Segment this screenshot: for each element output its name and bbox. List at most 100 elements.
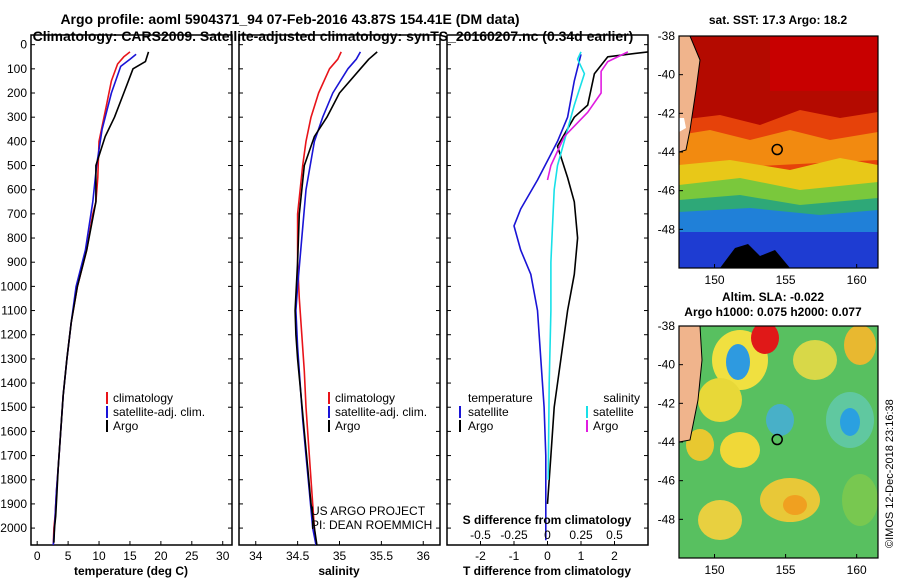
difference-panel (446, 34, 649, 546)
x-tick-label-top: -0.25 (500, 528, 528, 542)
map-y-tick-label: -48 (658, 512, 676, 526)
depth-tick-label: 700 (7, 207, 27, 221)
x-tick-label: 2 (611, 549, 618, 563)
difference-series (513, 51, 648, 541)
map-y-tick-label: -40 (658, 358, 676, 372)
map-y-tick-label: -44 (658, 145, 676, 159)
salinity-x-label: salinity (318, 564, 360, 578)
sst-heatmap (679, 36, 878, 268)
salinity-series (294, 51, 378, 545)
x-tick-label: -2 (475, 549, 486, 563)
x-tick-label: 5 (65, 549, 72, 563)
map-x-tick-label: 155 (776, 563, 796, 577)
sla-map-ticks: 150 155 160 -38 -40 -42 -44 -46 -48 (658, 319, 867, 577)
depth-tick-label: 1600 (0, 424, 27, 438)
salinity-legend: climatology satellite-adj. clim. Argo (328, 391, 427, 433)
sst-map-title: sat. SST: 17.3 Argo: 18.2 (709, 13, 848, 27)
x-tick-label: 35.5 (370, 549, 394, 563)
temperature-legend: climatology satellite-adj. clim. Argo (106, 391, 205, 433)
series-line-argo_salinity (546, 51, 629, 181)
series-line-sat_salinity (547, 51, 586, 480)
temperature-panel (30, 34, 233, 546)
legend-label: satellite-adj. clim. (335, 405, 427, 419)
depth-tick-label: 1700 (0, 449, 27, 463)
map-y-tick-label: -42 (658, 106, 676, 120)
difference-legend: temperature satellite Argo salinity sate… (459, 391, 640, 433)
salinity-panel (238, 34, 441, 546)
series-line-argo (53, 51, 150, 543)
x-tick-label: 34 (249, 549, 263, 563)
depth-tick-label: 0 (20, 38, 27, 52)
sst-map-ticks: 150 155 160 -38 -40 -42 -44 -46 -48 (658, 29, 867, 287)
depth-tick-label: 1100 (1, 304, 27, 318)
depth-tick-label: 1200 (0, 328, 27, 342)
x-tick-label: 1 (578, 549, 585, 563)
series-line-argo (546, 51, 648, 504)
map-y-tick-label: -44 (658, 435, 676, 449)
map-x-tick-label: 150 (705, 563, 725, 577)
depth-tick-label: 500 (7, 159, 27, 173)
sla-heatmap (679, 326, 878, 558)
x-tick-label: 10 (92, 549, 106, 563)
legend-label: satellite (468, 405, 509, 419)
argo-position-marker (771, 433, 783, 446)
depth-tick-label: 400 (7, 134, 27, 148)
legend-label: Argo (113, 419, 139, 433)
map-y-tick-label: -42 (658, 396, 676, 410)
depth-tick-label: 1800 (0, 473, 27, 487)
sla-map-subtitle: Argo h1000: 0.075 h2000: 0.077 (684, 305, 862, 319)
x-tick-label-top: 0.5 (606, 528, 623, 542)
legend-label: Argo (335, 419, 361, 433)
x-tick-label: 30 (216, 549, 230, 563)
series-line-satellite (513, 54, 582, 541)
x-tick-label: 0 (34, 549, 41, 563)
map-y-tick-label: -48 (658, 222, 676, 236)
depth-tick-label: 800 (7, 231, 27, 245)
x-tick-label-top: -0.5 (470, 528, 491, 542)
x-tick-label: 34.5 (286, 549, 310, 563)
salinity-difference-x-ticks: -0.5 -0.25 0 0.25 0.5 (470, 528, 623, 542)
depth-tick-label: 1900 (0, 497, 27, 511)
x-tick-label: 25 (185, 549, 199, 563)
legend-title-salinity: salinity (603, 391, 640, 405)
depth-tick-label: 600 (7, 183, 27, 197)
x-tick-label-top: 0.25 (569, 528, 593, 542)
legend-label: satellite (593, 405, 634, 419)
map-y-tick-label: -38 (658, 319, 676, 333)
x-tick-label: -1 (509, 549, 520, 563)
temperature-series (52, 51, 150, 545)
map-y-tick-label: -46 (658, 184, 676, 198)
x-tick-label: 15 (123, 549, 137, 563)
temperature-x-label: temperature (deg C) (74, 564, 188, 578)
figure-title-line1: Argo profile: aoml 5904371_94 07-Feb-201… (60, 11, 519, 27)
difference-x-ticks: -2 -1 0 1 2 (475, 541, 618, 563)
map-x-tick-label: 160 (847, 563, 867, 577)
map-y-tick-label: -40 (658, 68, 676, 82)
legend-label: climatology (113, 391, 173, 405)
depth-tick-label: 1500 (0, 400, 27, 414)
map-x-tick-label: 150 (705, 273, 725, 287)
sla-map-title: Altim. SLA: -0.022 (722, 290, 824, 304)
map-y-tick-label: -46 (658, 474, 676, 488)
salinity-x-ticks: 34 34.5 35 35.5 36 (249, 541, 430, 563)
copyright-stamp: ©IMOS 12-Dec-2018 23:16:38 (884, 399, 896, 548)
depth-tick-label: 200 (7, 86, 27, 100)
depth-tick-label: 2000 (0, 521, 27, 535)
x-tick-label: 35 (333, 549, 347, 563)
depth-tick-label: 1400 (0, 376, 27, 390)
map-y-tick-label: -38 (658, 29, 676, 43)
credit-pi: PI: DEAN ROEMMICH (311, 518, 432, 532)
depth-tick-label: 900 (7, 255, 27, 269)
temperature-x-ticks: 0 5 10 15 20 25 30 (34, 541, 230, 563)
x-tick-label: 20 (154, 549, 168, 563)
legend-label: satellite-adj. clim. (113, 405, 205, 419)
depth-tick-label: 300 (7, 110, 27, 124)
argo-position-marker (771, 143, 783, 156)
x-tick-label-top: 0 (544, 528, 551, 542)
legend-label: Argo (468, 419, 494, 433)
credit-project: US ARGO PROJECT (311, 504, 426, 518)
map-x-tick-label: 160 (847, 273, 867, 287)
t-difference-x-label: T difference from climatology (463, 564, 631, 578)
depth-tick-label: 1000 (0, 279, 27, 293)
